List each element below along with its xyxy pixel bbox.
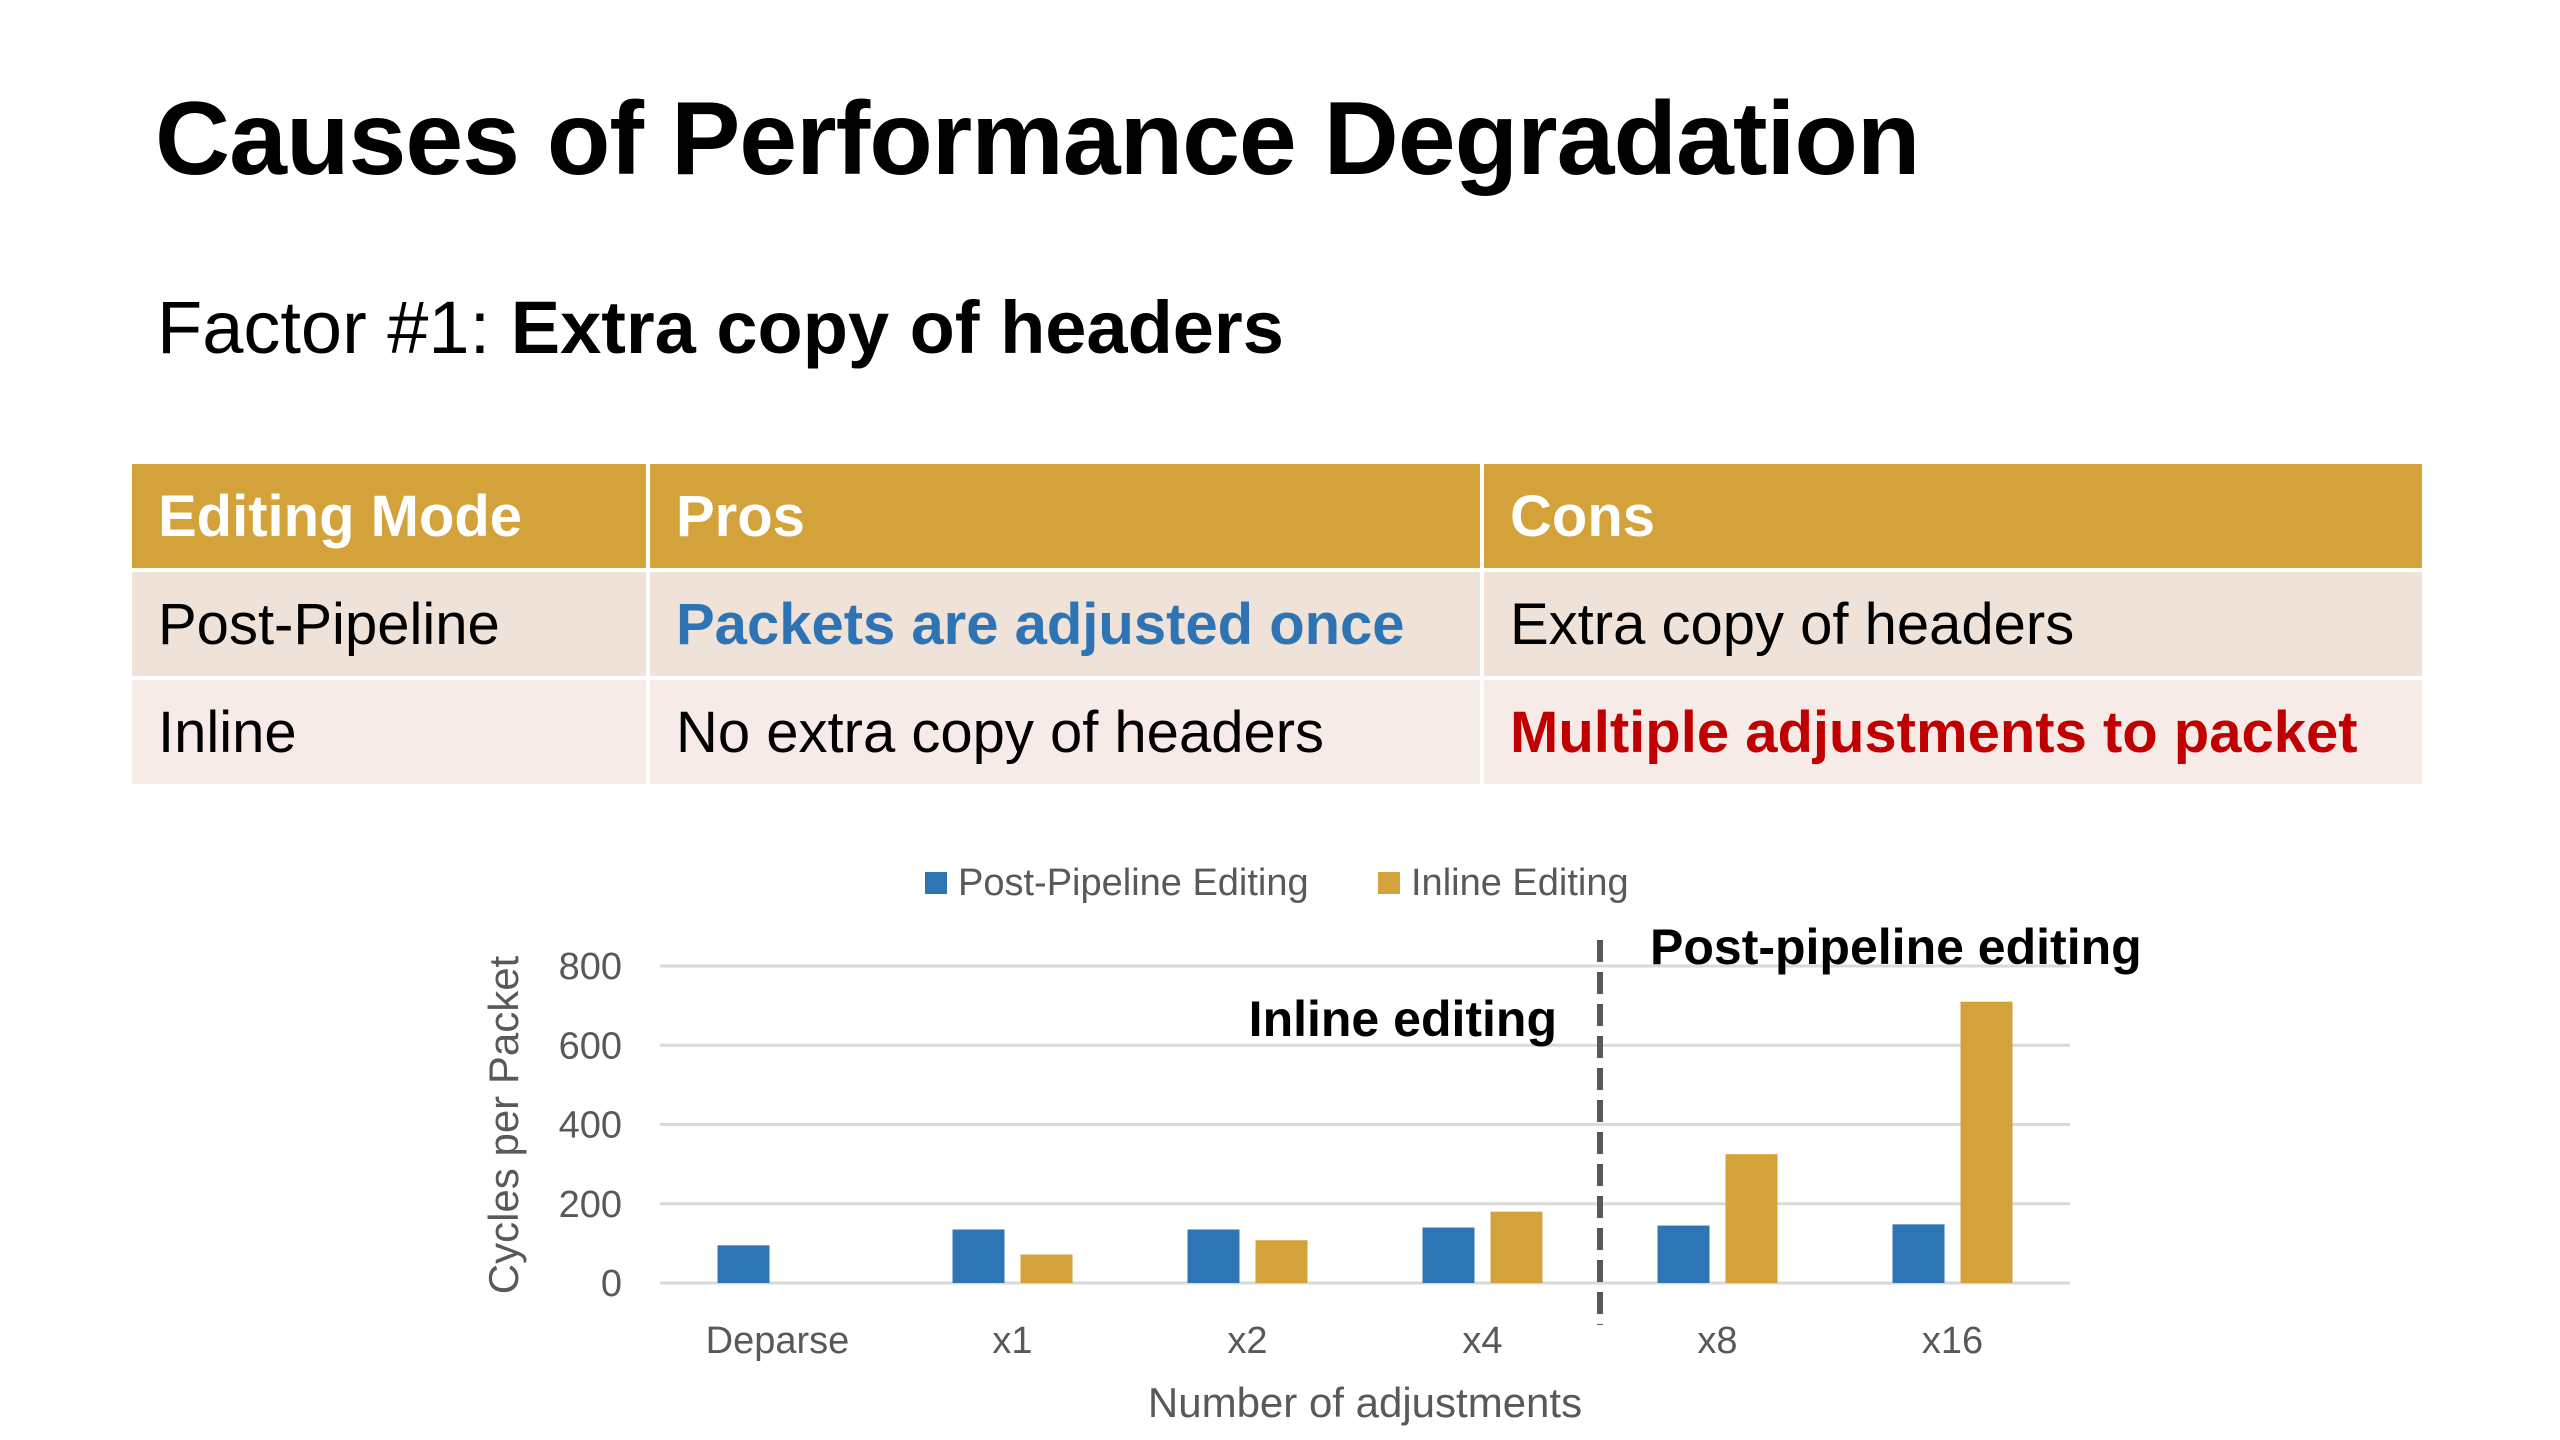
table-row: Post-Pipeline Packets are adjusted once …	[132, 568, 2422, 678]
y-tick-label: 800	[559, 946, 622, 988]
annotation-post-pipeline-editing: Post-pipeline editing	[1650, 919, 2142, 975]
y-axis-title: Cycles per Packet	[480, 955, 527, 1294]
cell-pros: Packets are adjusted once	[648, 568, 1484, 678]
y-tick-label: 0	[601, 1263, 622, 1305]
table-header-row: Editing Mode Pros Cons	[132, 464, 2422, 570]
cell-pros: No extra copy of headers	[648, 676, 1484, 784]
editing-mode-table: Editing Mode Pros Cons Post-Pipeline Pac…	[132, 464, 2422, 784]
bar-inline-x8	[1725, 1154, 1778, 1283]
bar-inline-x2	[1255, 1240, 1308, 1283]
y-axis-ticks: 0 200 400 600 800	[559, 946, 622, 1305]
x-tick-label: x4	[1462, 1320, 1502, 1362]
x-tick-label: x2	[1227, 1320, 1267, 1362]
bar-post-pipeline-x2	[1187, 1229, 1240, 1283]
annotation-inline-editing: Inline editing	[1249, 991, 1557, 1047]
x-axis-title: Number of adjustments	[1148, 1379, 1582, 1426]
chart-legend: Post-Pipeline Editing Inline Editing	[925, 862, 1629, 904]
x-axis-ticks: Deparse x1 x2 x4 x8 x16	[706, 1320, 1983, 1362]
factor-subtitle: Factor #1: Extra copy of headers	[157, 285, 1284, 370]
subtitle-emphasis: Extra copy of headers	[510, 286, 1284, 369]
bars	[717, 1001, 2013, 1283]
gridlines	[660, 964, 2070, 1285]
legend-label-inline: Inline Editing	[1411, 862, 1629, 904]
cell-cons: Extra copy of headers	[1482, 568, 2422, 678]
table-row: Inline No extra copy of headers Multiple…	[132, 676, 2422, 784]
bar-inline-x4	[1490, 1211, 1543, 1283]
slide-title: Causes of Performance Degradation	[155, 81, 1920, 197]
bar-post-pipeline-x4	[1422, 1227, 1475, 1283]
header-editing-mode: Editing Mode	[132, 464, 650, 570]
cell-mode: Post-Pipeline	[132, 568, 650, 678]
bar-post-pipeline-x16	[1892, 1224, 1945, 1283]
header-pros: Pros	[648, 464, 1484, 570]
x-tick-label: x16	[1922, 1320, 1983, 1362]
legend-label-post-pipeline: Post-Pipeline Editing	[958, 862, 1309, 904]
legend-swatch-inline	[1378, 872, 1400, 894]
x-tick-label: x1	[992, 1320, 1032, 1362]
y-tick-label: 600	[559, 1025, 622, 1067]
subtitle-prefix: Factor #1:	[157, 286, 511, 369]
x-tick-label: Deparse	[706, 1320, 850, 1362]
bar-post-pipeline-x1	[952, 1229, 1005, 1283]
header-cons: Cons	[1482, 464, 2422, 570]
cell-cons: Multiple adjustments to packet	[1482, 676, 2422, 784]
bar-post-pipeline-x8	[1657, 1225, 1710, 1283]
cell-mode: Inline	[132, 676, 650, 784]
bar-inline-x1	[1020, 1254, 1073, 1283]
bar-inline-x16	[1960, 1001, 2013, 1283]
y-tick-label: 200	[559, 1184, 622, 1226]
legend-swatch-post-pipeline	[925, 872, 947, 894]
bar-post-pipeline-deparse	[717, 1245, 770, 1283]
y-tick-label: 400	[559, 1105, 622, 1147]
x-tick-label: x8	[1697, 1320, 1737, 1362]
